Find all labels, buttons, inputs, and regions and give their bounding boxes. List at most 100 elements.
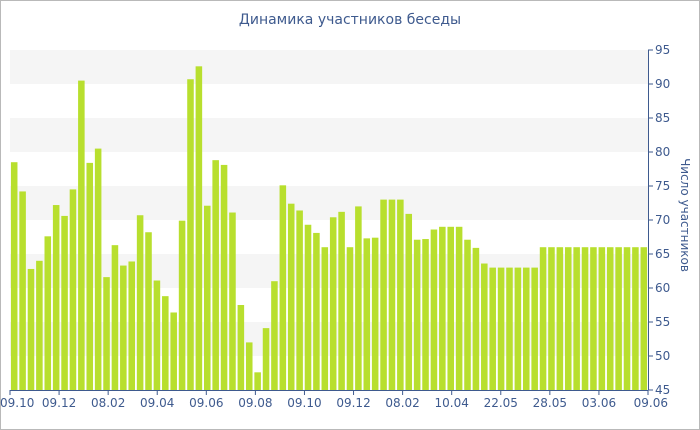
x-tick-label: 09.10 (287, 396, 321, 410)
x-tick-label: 09.12 (42, 396, 76, 410)
bar (204, 205, 211, 390)
bar (170, 312, 177, 390)
bar (61, 215, 68, 390)
y-axis-ticks: 45 50 55 60 65 70 75 80 85 90 95 (648, 43, 670, 397)
bar (455, 226, 463, 390)
x-tick-label: 10.04 (435, 396, 469, 410)
x-tick-label: 09.06 (634, 396, 668, 410)
bar (564, 247, 572, 390)
x-tick-label: 09.06 (189, 396, 223, 410)
bar (10, 162, 18, 390)
bar (531, 267, 538, 390)
grid-band (10, 118, 648, 152)
y-tick-label: 50 (655, 349, 670, 363)
x-tick-label: 03.06 (582, 396, 616, 410)
x-tick-label: 09.04 (140, 396, 174, 410)
bar (229, 212, 236, 390)
bar (632, 247, 639, 390)
bar (539, 247, 547, 390)
bar (464, 239, 471, 390)
bar (397, 199, 404, 390)
bar (506, 267, 513, 390)
bar (489, 267, 496, 390)
bar (44, 236, 52, 390)
bar (27, 268, 35, 390)
bar (329, 217, 337, 390)
bar (338, 211, 345, 390)
bar (497, 267, 505, 390)
bar (472, 247, 480, 390)
x-tick-label: 09.08 (238, 396, 272, 410)
bar (606, 247, 614, 390)
bar (103, 277, 110, 390)
bar (212, 160, 219, 390)
bar (19, 191, 26, 390)
bar (245, 342, 253, 390)
bar (220, 164, 228, 390)
bar (86, 162, 94, 390)
bar (271, 281, 278, 390)
y-tick-label: 90 (655, 77, 670, 91)
bar (128, 261, 135, 390)
bar (430, 229, 438, 390)
bar (187, 79, 194, 391)
bar (355, 206, 362, 390)
y-tick-label: 45 (655, 383, 670, 397)
y-tick-label: 80 (655, 145, 670, 159)
bar (439, 226, 446, 390)
bar (346, 247, 354, 390)
bar (623, 247, 631, 390)
bar (388, 199, 396, 390)
bar (581, 247, 589, 390)
x-tick-label: 08.02 (91, 396, 125, 410)
bar (36, 260, 43, 390)
x-tick-label: 28.05 (533, 396, 567, 410)
y-tick-label: 60 (655, 281, 670, 295)
bar (287, 203, 295, 390)
bar (413, 239, 421, 390)
bar (523, 267, 530, 390)
bar (178, 220, 186, 390)
bar (447, 226, 454, 390)
bar (548, 247, 555, 390)
bar (640, 247, 648, 390)
bar (145, 232, 152, 390)
x-axis-ticks: 09.10 09.12 08.02 09.04 09.06 09.08 09.10 09.12… (0, 390, 668, 410)
bar (380, 199, 387, 390)
bar (78, 80, 85, 390)
x-tick-label: 09.12 (336, 396, 370, 410)
y-tick-label: 85 (655, 111, 670, 125)
y-tick-label: 70 (655, 213, 670, 227)
y-tick-label: 55 (655, 315, 670, 329)
bar (279, 185, 287, 390)
bar (321, 247, 329, 390)
bar (195, 66, 203, 390)
bar (371, 237, 379, 390)
bar (405, 213, 413, 390)
bar (422, 239, 429, 390)
y-tick-label: 95 (655, 43, 670, 57)
bar (262, 328, 270, 390)
bar (481, 263, 488, 390)
bar (254, 372, 261, 390)
chart-title: Динамика участников беседы (238, 12, 462, 28)
grid-band (10, 50, 648, 84)
bar (556, 247, 564, 390)
bar (363, 238, 371, 390)
bar (69, 189, 77, 390)
bar (514, 267, 522, 390)
bar (313, 232, 320, 390)
y-axis-label: Число участников (678, 158, 692, 272)
bar (120, 265, 127, 390)
bar (111, 245, 119, 390)
y-tick-label: 65 (655, 247, 670, 261)
bar (237, 305, 245, 390)
bar (296, 210, 303, 390)
x-tick-label: 08.02 (385, 396, 419, 410)
bar (573, 247, 580, 390)
y-tick-label: 75 (655, 179, 670, 193)
bar (304, 224, 312, 390)
bar (52, 205, 60, 390)
bars (10, 66, 648, 391)
